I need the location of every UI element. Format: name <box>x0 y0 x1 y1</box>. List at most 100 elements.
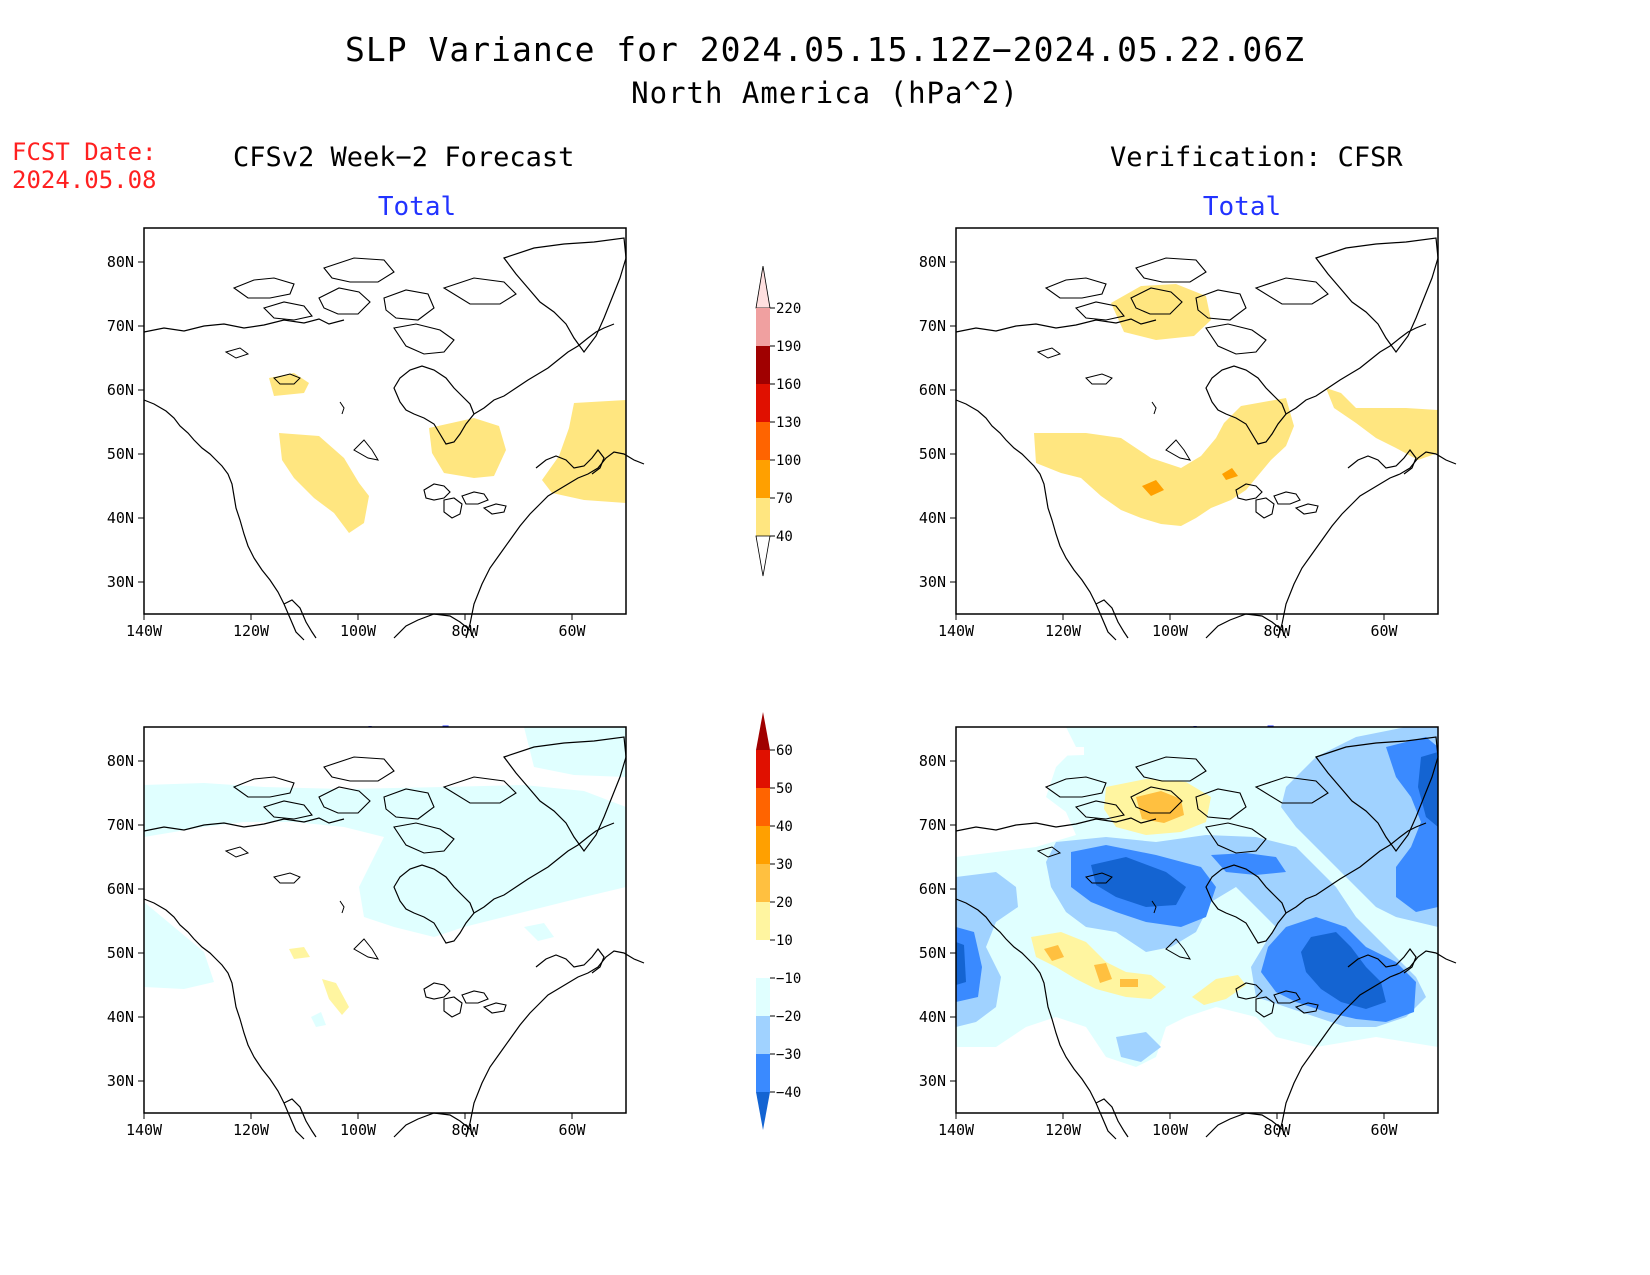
cbar-anom-tip-top <box>756 712 770 750</box>
cbar-anom-10-20 <box>756 902 770 940</box>
lon-label: 100W <box>340 1121 377 1139</box>
lon-label: 120W <box>1045 1121 1082 1139</box>
lat-label: 50N <box>107 944 134 962</box>
shade-10-20 <box>289 947 310 959</box>
cbar-anom-neg20-neg10 <box>756 978 770 1016</box>
map-forecast-total-svg: 80N 70N 60N 50N 40N 30N 140W 120W 100W 80W 60W <box>107 227 645 641</box>
shade-20-30 <box>1044 945 1064 961</box>
lat-label: 30N <box>107 1072 134 1090</box>
colorbar-label: 20 <box>776 895 793 911</box>
map-panel-verification-anomaly: 80N 70N 60N 50N 40N 30N 140W 120W 100W 80W 60W <box>912 719 1472 1153</box>
colorbar-label: −20 <box>776 1009 801 1025</box>
colorbar-label: 60 <box>776 743 793 759</box>
lon-label: 60W <box>558 622 586 640</box>
shade-20-30 <box>1120 979 1138 987</box>
shade-below-neg40 <box>1301 932 1386 1009</box>
colorbar-label: 190 <box>776 339 801 355</box>
shade-70-100 <box>1142 480 1164 496</box>
cbar-anom-20-30 <box>756 864 770 902</box>
lon-label: 140W <box>126 622 163 640</box>
cbar-anom-30-40 <box>756 826 770 864</box>
lon-label: 120W <box>233 1121 270 1139</box>
colorbar-label: 70 <box>776 491 793 507</box>
shade-neg40-neg30 <box>1211 853 1286 875</box>
lat-label: 70N <box>919 317 946 335</box>
lat-label: 60N <box>919 381 946 399</box>
shade-40-70 <box>1326 388 1438 460</box>
shade-below-neg40 <box>956 942 966 985</box>
cbar-total-bottom-tip <box>755 535 771 577</box>
lon-label: 80W <box>1263 622 1291 640</box>
lat-label: 30N <box>919 573 946 591</box>
map-panel-forecast-total: 80N 70N 60N 50N 40N 30N 140W 120W 100W 80W 60W <box>100 220 660 654</box>
figure-subtitle: North America (hPa^2) <box>631 76 1019 110</box>
lat-label: 60N <box>919 880 946 898</box>
lat-label: 40N <box>919 509 946 527</box>
colorbar-label: 220 <box>776 301 801 317</box>
colorbar-label: 50 <box>776 781 793 797</box>
shade-neg20-neg10 <box>144 783 626 937</box>
map-verification-total-svg: 80N 70N 60N 50N 40N 30N 140W 120W 100W 80W 60W <box>919 227 1457 641</box>
map-panel-forecast-anomaly: 80N 70N 60N 50N 40N 30N 140W 120W 100W 80W 60W <box>100 719 660 1153</box>
cbar-anom-neg10-10 <box>756 940 770 978</box>
lon-label: 120W <box>1045 622 1082 640</box>
map-frame <box>955 227 1439 615</box>
lat-label: 70N <box>919 816 946 834</box>
panel-title-top-left: Total <box>377 192 457 222</box>
colorbar-label: −40 <box>776 1085 801 1101</box>
map-frame <box>143 227 627 615</box>
shade-40-70 <box>279 433 369 533</box>
shade-10-20 <box>1192 975 1246 1005</box>
lat-label: 60N <box>107 381 134 399</box>
lon-label: 140W <box>126 1121 163 1139</box>
lon-label: 80W <box>451 622 479 640</box>
cbar-total-190-220 <box>756 308 770 346</box>
colorbar-total: 220 190 160 130 100 70 40 <box>740 265 830 590</box>
lon-label: 80W <box>451 1121 479 1139</box>
colorbar-label: 100 <box>776 453 801 469</box>
lat-label: 70N <box>107 317 134 335</box>
map-verification-anomaly-svg: 80N 70N 60N 50N 40N 30N 140W 120W 100W 80W 60W <box>919 726 1457 1140</box>
colorbar-label: 160 <box>776 377 801 393</box>
fcst-date-block: FCST Date: 2024.05.08 <box>12 138 157 194</box>
lon-label: 60W <box>1370 1121 1398 1139</box>
shade-neg20-neg10 <box>524 727 626 777</box>
shade-below-neg40 <box>1091 857 1186 907</box>
lon-label: 140W <box>938 1121 975 1139</box>
shade-20-30 <box>1094 963 1112 983</box>
shade-below-neg40 <box>1418 752 1438 827</box>
cbar-total-130-160 <box>756 384 770 422</box>
left-column-title: CFSv2 Week−2 Forecast <box>233 142 575 173</box>
lat-label: 60N <box>107 880 134 898</box>
right-column-title: Verification: CFSR <box>1110 142 1403 173</box>
colorbar-anomaly: 60 50 40 30 20 10 −10 −20 −30 −40 <box>740 712 830 1146</box>
lat-label: 80N <box>919 752 946 770</box>
panel-title-top-right: Total <box>1202 192 1282 222</box>
shade-neg20-neg10 <box>311 1012 326 1027</box>
lat-label: 80N <box>919 253 946 271</box>
colorbar-label: 40 <box>776 819 793 835</box>
colorbar-anomaly-svg: 60 50 40 30 20 10 −10 −20 −30 −40 <box>756 712 801 1130</box>
colorbar-label: −10 <box>776 971 801 987</box>
cbar-anom-neg30-neg20 <box>756 1016 770 1054</box>
lon-label: 80W <box>1263 1121 1291 1139</box>
lon-label: 140W <box>938 622 975 640</box>
colorbar-label: −30 <box>776 1047 801 1063</box>
colorbar-total-svg: 220 190 160 130 100 70 40 <box>755 265 801 577</box>
figure-title: SLP Variance for 2024.05.15.12Z−2024.05.… <box>345 30 1305 69</box>
lon-label: 100W <box>1152 1121 1189 1139</box>
cbar-anom-neg40-neg30 <box>756 1054 770 1092</box>
colorbar-label: 10 <box>776 933 793 949</box>
colorbar-label: 30 <box>776 857 793 873</box>
lat-label: 50N <box>919 445 946 463</box>
colorbar-label: 130 <box>776 415 801 431</box>
fcst-date-value: 2024.05.08 <box>12 166 157 194</box>
map-panel-verification-total: 80N 70N 60N 50N 40N 30N 140W 120W 100W 80W 60W <box>912 220 1472 654</box>
lat-label: 30N <box>919 1072 946 1090</box>
shade-10-20 <box>322 979 349 1015</box>
shade-40-70 <box>542 400 626 503</box>
lat-label: 40N <box>107 509 134 527</box>
lon-label: 120W <box>233 622 270 640</box>
shade-70-100 <box>1222 468 1238 480</box>
cbar-anom-tip-bottom <box>756 1092 770 1130</box>
